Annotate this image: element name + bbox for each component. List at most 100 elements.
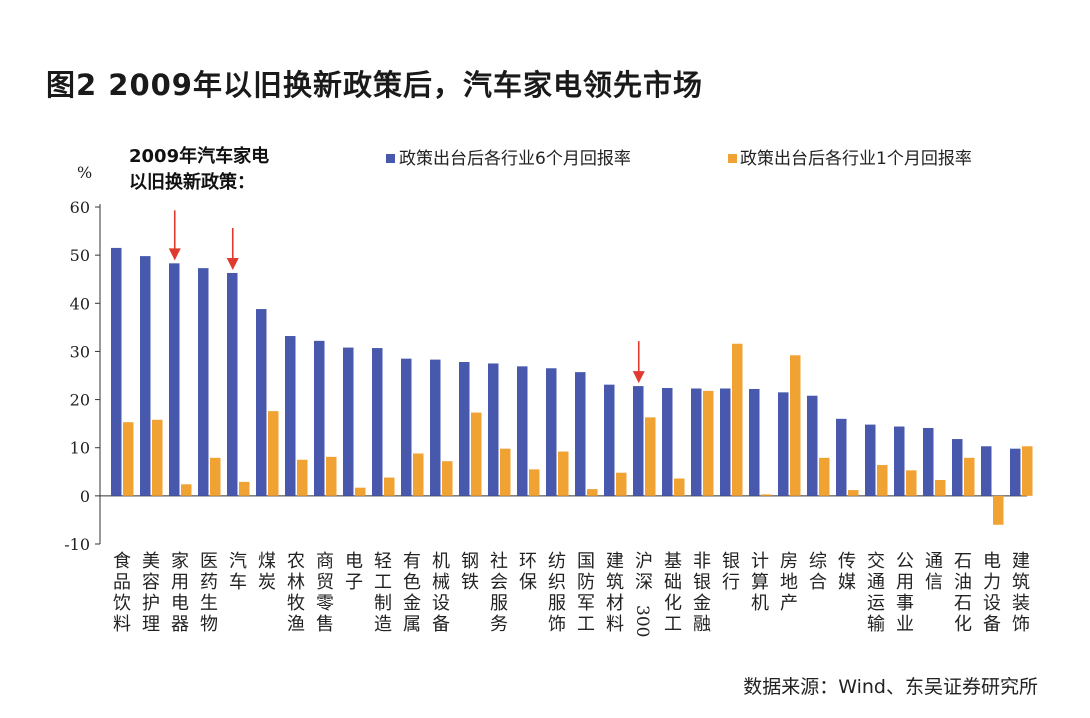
bar-6m bbox=[865, 424, 876, 496]
x-tick-label: 煤炭 bbox=[258, 551, 276, 593]
bar-1m bbox=[964, 457, 975, 496]
bar-1m bbox=[384, 477, 395, 496]
bar-6m bbox=[401, 358, 412, 496]
policy-annotation-line2: 以旧换新政策： bbox=[129, 171, 255, 193]
x-tick-label: 纺织服饰 bbox=[548, 551, 566, 635]
red-arrow-head bbox=[168, 248, 181, 261]
x-tick-label: 机械设备 bbox=[432, 551, 450, 635]
bar-6m bbox=[227, 272, 238, 496]
bar-6m bbox=[633, 386, 644, 496]
bar-1m bbox=[645, 417, 656, 496]
x-tick-label: 环保 bbox=[519, 551, 537, 593]
bar-6m bbox=[169, 263, 180, 496]
bar-6m bbox=[111, 247, 122, 496]
x-tick-label: 轻工制造 bbox=[374, 551, 392, 635]
red-arrow-head bbox=[226, 257, 239, 270]
x-tick-label: 电力设备 bbox=[983, 551, 1001, 635]
x-tick-label: 非银金融 bbox=[693, 551, 711, 635]
x-tick-label-digits: 300 bbox=[632, 605, 652, 637]
x-tick-label: 综合 bbox=[809, 551, 827, 593]
x-tick-label: 农林牧渔 bbox=[287, 551, 305, 635]
bar-1m bbox=[993, 495, 1004, 525]
bars bbox=[111, 247, 1033, 525]
bar-1m bbox=[819, 457, 830, 496]
y-tick-label: 0 bbox=[80, 487, 90, 506]
legend: 政策出台后各行业6个月回报率 政策出台后各行业1个月回报率 bbox=[386, 149, 972, 169]
x-tick-label: 石油石化 bbox=[954, 551, 972, 635]
x-tick-label: 沪深 bbox=[635, 551, 653, 593]
bar-6m bbox=[894, 426, 905, 496]
y-tick-label: 60 bbox=[70, 198, 90, 217]
x-tick-label: 国防军工 bbox=[577, 551, 595, 635]
bar-6m bbox=[256, 309, 267, 496]
x-tick-label: 食品饮料 bbox=[113, 551, 131, 635]
bar-6m bbox=[488, 363, 499, 496]
y-tick-label: -10 bbox=[64, 535, 90, 554]
bar-1m bbox=[355, 487, 366, 496]
bar-6m bbox=[546, 368, 557, 496]
bar-6m bbox=[836, 418, 847, 496]
bar-chart: 政策出台后各行业6个月回报率 政策出台后各行业1个月回报率 2009年汽车家电 … bbox=[64, 145, 1033, 637]
bar-6m bbox=[198, 268, 209, 496]
x-tick-label: 商贸零售 bbox=[316, 551, 334, 635]
x-tick-label: 医药生物 bbox=[200, 551, 218, 635]
bar-6m bbox=[372, 348, 383, 496]
bar-6m bbox=[981, 446, 992, 496]
bar-6m bbox=[343, 347, 354, 496]
y-axis-unit: % bbox=[77, 163, 92, 182]
bar-6m bbox=[778, 392, 789, 496]
x-tick-label: 社会服务 bbox=[490, 551, 508, 635]
x-tick-label: 建筑装饰 bbox=[1012, 551, 1030, 635]
x-tick-label: 银行 bbox=[722, 551, 740, 593]
y-tick-label: 20 bbox=[70, 391, 90, 410]
bar-1m bbox=[152, 419, 163, 496]
bar-1m bbox=[529, 469, 540, 496]
bar-6m bbox=[662, 388, 673, 496]
bar-1m bbox=[674, 478, 685, 496]
source-note: 数据来源：Wind、东吴证券研究所 bbox=[743, 676, 1038, 698]
y-tick-label: 10 bbox=[70, 439, 90, 458]
bar-1m bbox=[616, 472, 627, 496]
legend-swatch-6m bbox=[386, 154, 395, 163]
y-tick-label: 40 bbox=[70, 294, 90, 313]
bar-1m bbox=[239, 481, 250, 496]
x-tick-label: 钢铁 bbox=[461, 551, 479, 593]
bar-1m bbox=[703, 390, 714, 496]
bar-1m bbox=[558, 451, 569, 496]
bar-1m bbox=[877, 465, 888, 496]
x-tick-label: 计算机 bbox=[751, 551, 769, 614]
bar-6m bbox=[140, 256, 151, 496]
policy-annotation-line1: 2009年汽车家电 bbox=[129, 145, 269, 167]
bar-6m bbox=[575, 372, 586, 496]
x-tick-label: 美容护理 bbox=[142, 551, 160, 635]
chart-panel: 政策出台后各行业6个月回报率 政策出台后各行业1个月回报率 2009年汽车家电 … bbox=[45, 128, 1041, 656]
x-tick-label: 电子 bbox=[345, 551, 363, 593]
bar-1m bbox=[442, 461, 453, 496]
bar-6m bbox=[517, 366, 528, 496]
y-tick-label: 30 bbox=[70, 342, 90, 361]
bar-1m bbox=[268, 411, 279, 496]
bar-1m bbox=[297, 459, 308, 496]
x-tick-label: 家用电器 bbox=[171, 551, 189, 635]
bar-1m bbox=[848, 490, 859, 496]
x-tick-label: 公用事业 bbox=[896, 551, 914, 635]
bar-1m bbox=[732, 343, 743, 496]
x-tick-label: 有色金属 bbox=[403, 551, 421, 635]
bar-6m bbox=[430, 359, 441, 496]
bar-1m bbox=[587, 489, 598, 496]
y-tick-label: 50 bbox=[70, 246, 90, 265]
bar-1m bbox=[413, 453, 424, 496]
x-tick-label: 传媒 bbox=[838, 551, 856, 593]
bar-1m bbox=[500, 448, 511, 496]
bar-6m bbox=[952, 439, 963, 496]
bar-1m bbox=[906, 470, 917, 496]
x-tick-label: 基础化工 bbox=[664, 551, 682, 635]
axes: -10 0 10 20 30 40 50 60 bbox=[64, 198, 1027, 554]
bar-1m bbox=[210, 457, 221, 496]
bar-1m bbox=[761, 494, 772, 496]
x-tick-label: 交通运输 bbox=[867, 551, 885, 635]
bar-1m bbox=[1022, 446, 1033, 496]
bar-6m bbox=[807, 395, 818, 496]
bar-1m bbox=[326, 456, 337, 496]
red-arrow-head bbox=[632, 371, 645, 384]
